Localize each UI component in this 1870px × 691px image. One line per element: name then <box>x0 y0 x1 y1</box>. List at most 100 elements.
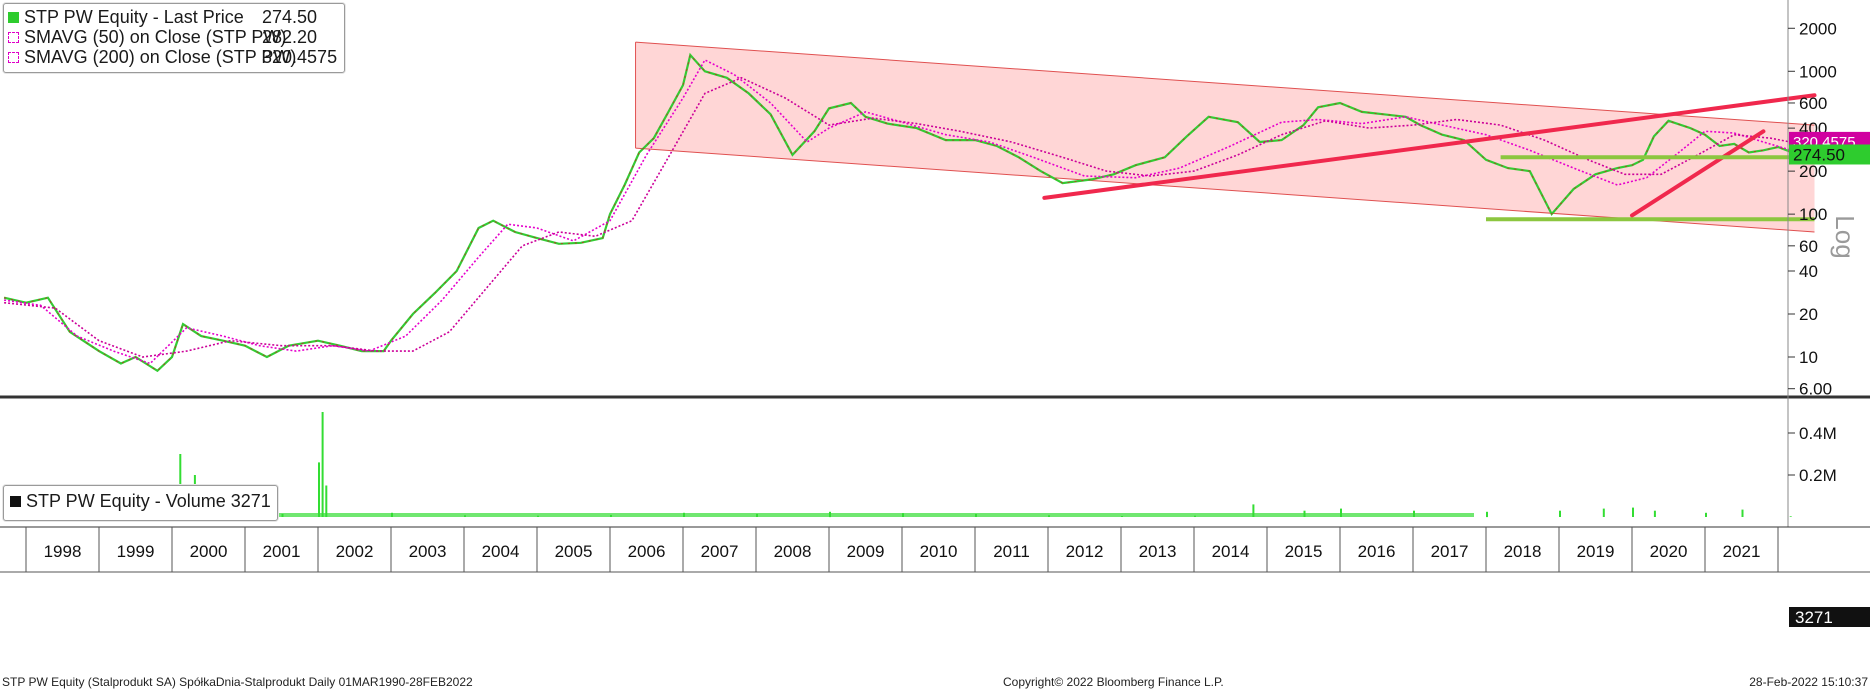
trendline-1 <box>1630 129 1766 218</box>
volume-bar <box>683 512 685 517</box>
solid-green-square-icon <box>8 11 19 23</box>
price-tick-label: 1000 <box>1799 62 1837 81</box>
volume-baseline-fill <box>22 513 1474 517</box>
year-label: 2009 <box>847 542 885 561</box>
volume-bar <box>829 511 831 518</box>
price-tick-label: 2000 <box>1799 19 1837 38</box>
volume-bar <box>318 462 320 517</box>
legend-item-sma50[interactable]: SMAVG (50) on Close (STP PW) 282.20 <box>8 27 340 47</box>
sma50-line <box>3 58 1790 365</box>
legend-label: SMAVG (200) on Close (STP PW) <box>24 46 297 67</box>
volume-bar <box>1340 508 1342 517</box>
volume-bar <box>1303 510 1306 517</box>
year-label: 2006 <box>628 542 666 561</box>
year-label: 2002 <box>336 542 374 561</box>
year-label: 2008 <box>774 542 812 561</box>
price-tick-label: 6.00 <box>1799 380 1832 399</box>
legend-label: STP PW Equity - Volume 3271 <box>26 490 271 511</box>
volume-bar <box>281 513 284 517</box>
log-scale-label: Log <box>1830 215 1860 258</box>
year-label: 2000 <box>190 542 228 561</box>
footer-copyright: Copyright© 2022 Bloomberg Finance L.P. <box>1003 675 1224 689</box>
price-channel <box>635 41 1815 233</box>
year-label: 1999 <box>117 542 155 561</box>
legend-item-volume[interactable]: STP PW Equity - Volume 3271 <box>10 491 271 511</box>
year-label: 2003 <box>409 542 447 561</box>
volume-legend[interactable]: STP PW Equity - Volume 3271 <box>3 485 278 521</box>
volume-bar <box>537 515 539 517</box>
volume-bar <box>1194 515 1196 517</box>
price-tick-label: 60 <box>1799 237 1818 256</box>
volume-bar <box>610 514 612 517</box>
legend-value: 274.50 <box>262 6 318 27</box>
volume-bar <box>1632 507 1634 517</box>
volume-bar <box>1653 510 1656 517</box>
trend-annotations <box>1042 93 1817 222</box>
year-label: 2010 <box>920 542 958 561</box>
year-label: 2012 <box>1066 542 1104 561</box>
year-label: 2018 <box>1504 542 1542 561</box>
volume-bar <box>1602 508 1605 517</box>
year-label: 2020 <box>1650 542 1688 561</box>
legend-item-sma200[interactable]: SMAVG (200) on Close (STP PW) 320.4575 <box>8 47 340 67</box>
volume-tick-label: 0.4M <box>1799 424 1837 443</box>
volume-bar <box>321 412 324 517</box>
volume-value-badge <box>1789 607 1870 627</box>
year-label: 2011 <box>993 542 1030 561</box>
volume-bar <box>1413 510 1415 517</box>
price-legend[interactable]: STP PW Equity - Last Price 274.50 SMAVG … <box>3 3 345 73</box>
legend-item-last-price[interactable]: STP PW Equity - Last Price 274.50 <box>8 7 340 27</box>
volume-bar <box>1559 510 1561 517</box>
volume-bar <box>1705 512 1707 517</box>
year-label: 2001 <box>263 542 301 561</box>
price-line-down-ticks <box>4 54 1790 372</box>
volume-bar <box>1252 504 1255 517</box>
year-label: 1998 <box>44 542 82 561</box>
dotted-magenta-square-icon <box>8 51 19 63</box>
volume-bar <box>756 513 758 517</box>
volume-bar <box>1741 509 1744 517</box>
year-label: 2007 <box>701 542 739 561</box>
price-tick-label: 600 <box>1799 94 1827 113</box>
year-label: 2015 <box>1285 542 1323 561</box>
price-series <box>3 52 1791 373</box>
year-label: 2019 <box>1577 542 1615 561</box>
price-tick-label: 40 <box>1799 262 1818 281</box>
price-tick-label: 20 <box>1799 305 1818 324</box>
volume-bar <box>902 513 904 517</box>
trendline-0 <box>1042 93 1817 200</box>
footer-timestamp: 28-Feb-2022 15:10:37 <box>1749 675 1868 689</box>
year-label: 2017 <box>1431 542 1469 561</box>
year-label: 2016 <box>1358 542 1396 561</box>
channel-upper-line <box>635 41 1815 126</box>
legend-value: 282.20 <box>262 26 318 47</box>
channel-fill <box>635 42 1815 232</box>
volume-bar <box>1486 511 1488 518</box>
year-label: 2013 <box>1139 542 1177 561</box>
volume-bar <box>975 513 977 517</box>
last-price-badge-label: 274.50 <box>1793 145 1845 164</box>
volume-bar <box>325 485 328 517</box>
volume-bar <box>1121 516 1123 517</box>
volume-badge-label: 3271 <box>1795 608 1833 627</box>
volume-bar <box>1789 516 1792 517</box>
sma200-line <box>4 76 1790 358</box>
chart-axes: 20001000600400200100604020106.00Log320.4… <box>0 0 1870 627</box>
year-label: 2005 <box>555 542 593 561</box>
legend-label: STP PW Equity - Last Price <box>24 6 244 27</box>
year-label: 2021 <box>1723 542 1761 561</box>
volume-bar <box>1048 515 1050 517</box>
legend-value: 320.4575 <box>262 46 338 67</box>
last-price-badge <box>1789 144 1870 165</box>
black-square-icon <box>10 495 21 507</box>
year-label: 2004 <box>482 542 520 561</box>
price-tick-label: 200 <box>1799 162 1827 181</box>
volume-bar <box>464 515 466 517</box>
year-label: 2014 <box>1212 542 1250 561</box>
dotted-magenta-square-icon <box>8 31 19 43</box>
volume-bar <box>391 512 393 517</box>
chart-footer: STP PW Equity (Stalprodukt SA) SpółkaDni… <box>0 673 1870 691</box>
legend-label: SMAVG (50) on Close (STP PW) <box>24 26 287 47</box>
price-tick-label: 100 <box>1799 205 1827 224</box>
